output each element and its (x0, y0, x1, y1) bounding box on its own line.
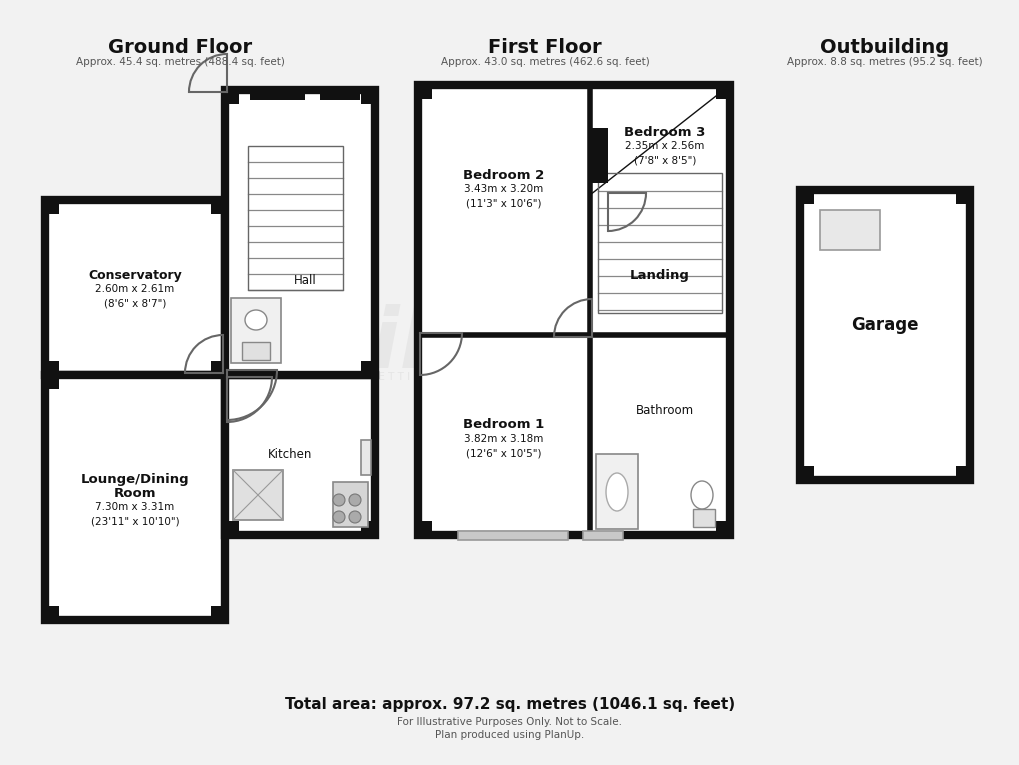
Bar (595, 454, 637, 529)
Bar (955, 466, 969, 480)
Ellipse shape (605, 473, 628, 511)
Text: Approx. 45.4 sq. metres (488.4 sq. feet): Approx. 45.4 sq. metres (488.4 sq. feet) (75, 57, 284, 67)
Text: First Floor: First Floor (488, 37, 601, 57)
Text: Landing: Landing (630, 269, 689, 282)
Bar (692, 509, 714, 527)
Bar (799, 190, 969, 480)
Bar (583, 531, 623, 540)
Text: Bedroom 2: Bedroom 2 (463, 168, 544, 181)
Bar (819, 210, 879, 250)
Bar (45, 361, 59, 375)
Bar (418, 85, 432, 99)
Bar (715, 521, 730, 535)
Text: (11'3" x 10'6"): (11'3" x 10'6") (466, 198, 541, 208)
Bar (250, 92, 305, 100)
Bar (242, 342, 270, 360)
Bar (458, 531, 568, 540)
Bar (211, 200, 225, 214)
Bar (232, 470, 282, 520)
Text: 3.82m x 3.18m: 3.82m x 3.18m (464, 434, 543, 444)
Bar (361, 361, 375, 375)
Bar (225, 375, 375, 535)
Text: For Illustrative Purposes Only. Not to Scale.: For Illustrative Purposes Only. Not to S… (397, 717, 622, 727)
Text: 3.43m x 3.20m: 3.43m x 3.20m (464, 184, 543, 194)
Text: Plan produced using PlanUp.: Plan produced using PlanUp. (435, 730, 584, 740)
Bar (715, 85, 730, 99)
Circle shape (348, 511, 361, 523)
Text: (8'6" x 8'7"): (8'6" x 8'7") (104, 298, 166, 308)
Bar (361, 90, 375, 104)
Bar (225, 90, 375, 375)
Circle shape (332, 511, 344, 523)
Bar (45, 375, 59, 389)
Bar (225, 90, 238, 104)
Text: Approx. 8.8 sq. metres (95.2 sq. feet): Approx. 8.8 sq. metres (95.2 sq. feet) (787, 57, 982, 67)
Bar (45, 375, 225, 620)
Text: Total area: approx. 97.2 sq. metres (1046.1 sq. feet): Total area: approx. 97.2 sq. metres (104… (284, 698, 735, 712)
Text: Room: Room (114, 487, 156, 500)
Bar (45, 606, 59, 620)
Text: Conservatory: Conservatory (88, 269, 181, 282)
Ellipse shape (690, 481, 712, 509)
Text: Hall: Hall (293, 274, 316, 287)
Text: Lounge/Dining: Lounge/Dining (81, 473, 190, 486)
Bar (361, 521, 375, 535)
Bar (225, 521, 238, 535)
Text: Kitchen: Kitchen (268, 448, 312, 461)
Text: 2.35m x 2.56m: 2.35m x 2.56m (625, 141, 704, 151)
Text: 2.60m x 2.61m: 2.60m x 2.61m (96, 285, 174, 295)
Text: 7.30m x 3.31m: 7.30m x 3.31m (96, 503, 174, 513)
Ellipse shape (245, 310, 267, 330)
Bar (332, 482, 368, 527)
Text: Milburys: Milburys (287, 304, 692, 386)
Text: Garage: Garage (851, 316, 918, 334)
Bar (248, 146, 342, 290)
Text: Outbuilding: Outbuilding (819, 37, 949, 57)
Bar (211, 361, 225, 375)
Bar (955, 190, 969, 204)
Bar (589, 128, 607, 183)
Bar (597, 173, 721, 313)
Text: (12'6" x 10'5"): (12'6" x 10'5") (466, 448, 541, 458)
Bar (45, 200, 225, 375)
Text: S A L E S   L E T T I N G   M A N A G E M E N T: S A L E S L E T T I N G M A N A G E M E … (314, 372, 545, 382)
Bar (361, 440, 371, 475)
Text: Approx. 43.0 sq. metres (462.6 sq. feet): Approx. 43.0 sq. metres (462.6 sq. feet) (440, 57, 649, 67)
Bar (799, 466, 813, 480)
Bar (230, 298, 280, 363)
Circle shape (332, 494, 344, 506)
Circle shape (348, 494, 361, 506)
Text: Bedroom 1: Bedroom 1 (463, 418, 544, 431)
Bar (211, 606, 225, 620)
Text: (23'11" x 10'10"): (23'11" x 10'10") (91, 516, 179, 526)
Text: Bathroom: Bathroom (635, 403, 693, 416)
Bar (418, 85, 730, 535)
Text: (7'8" x 8'5"): (7'8" x 8'5") (633, 155, 696, 165)
Bar (799, 190, 813, 204)
Bar (320, 92, 360, 100)
Bar (418, 521, 432, 535)
Bar (45, 200, 59, 214)
Text: Bedroom 3: Bedroom 3 (624, 125, 705, 138)
Text: Ground Floor: Ground Floor (108, 37, 252, 57)
